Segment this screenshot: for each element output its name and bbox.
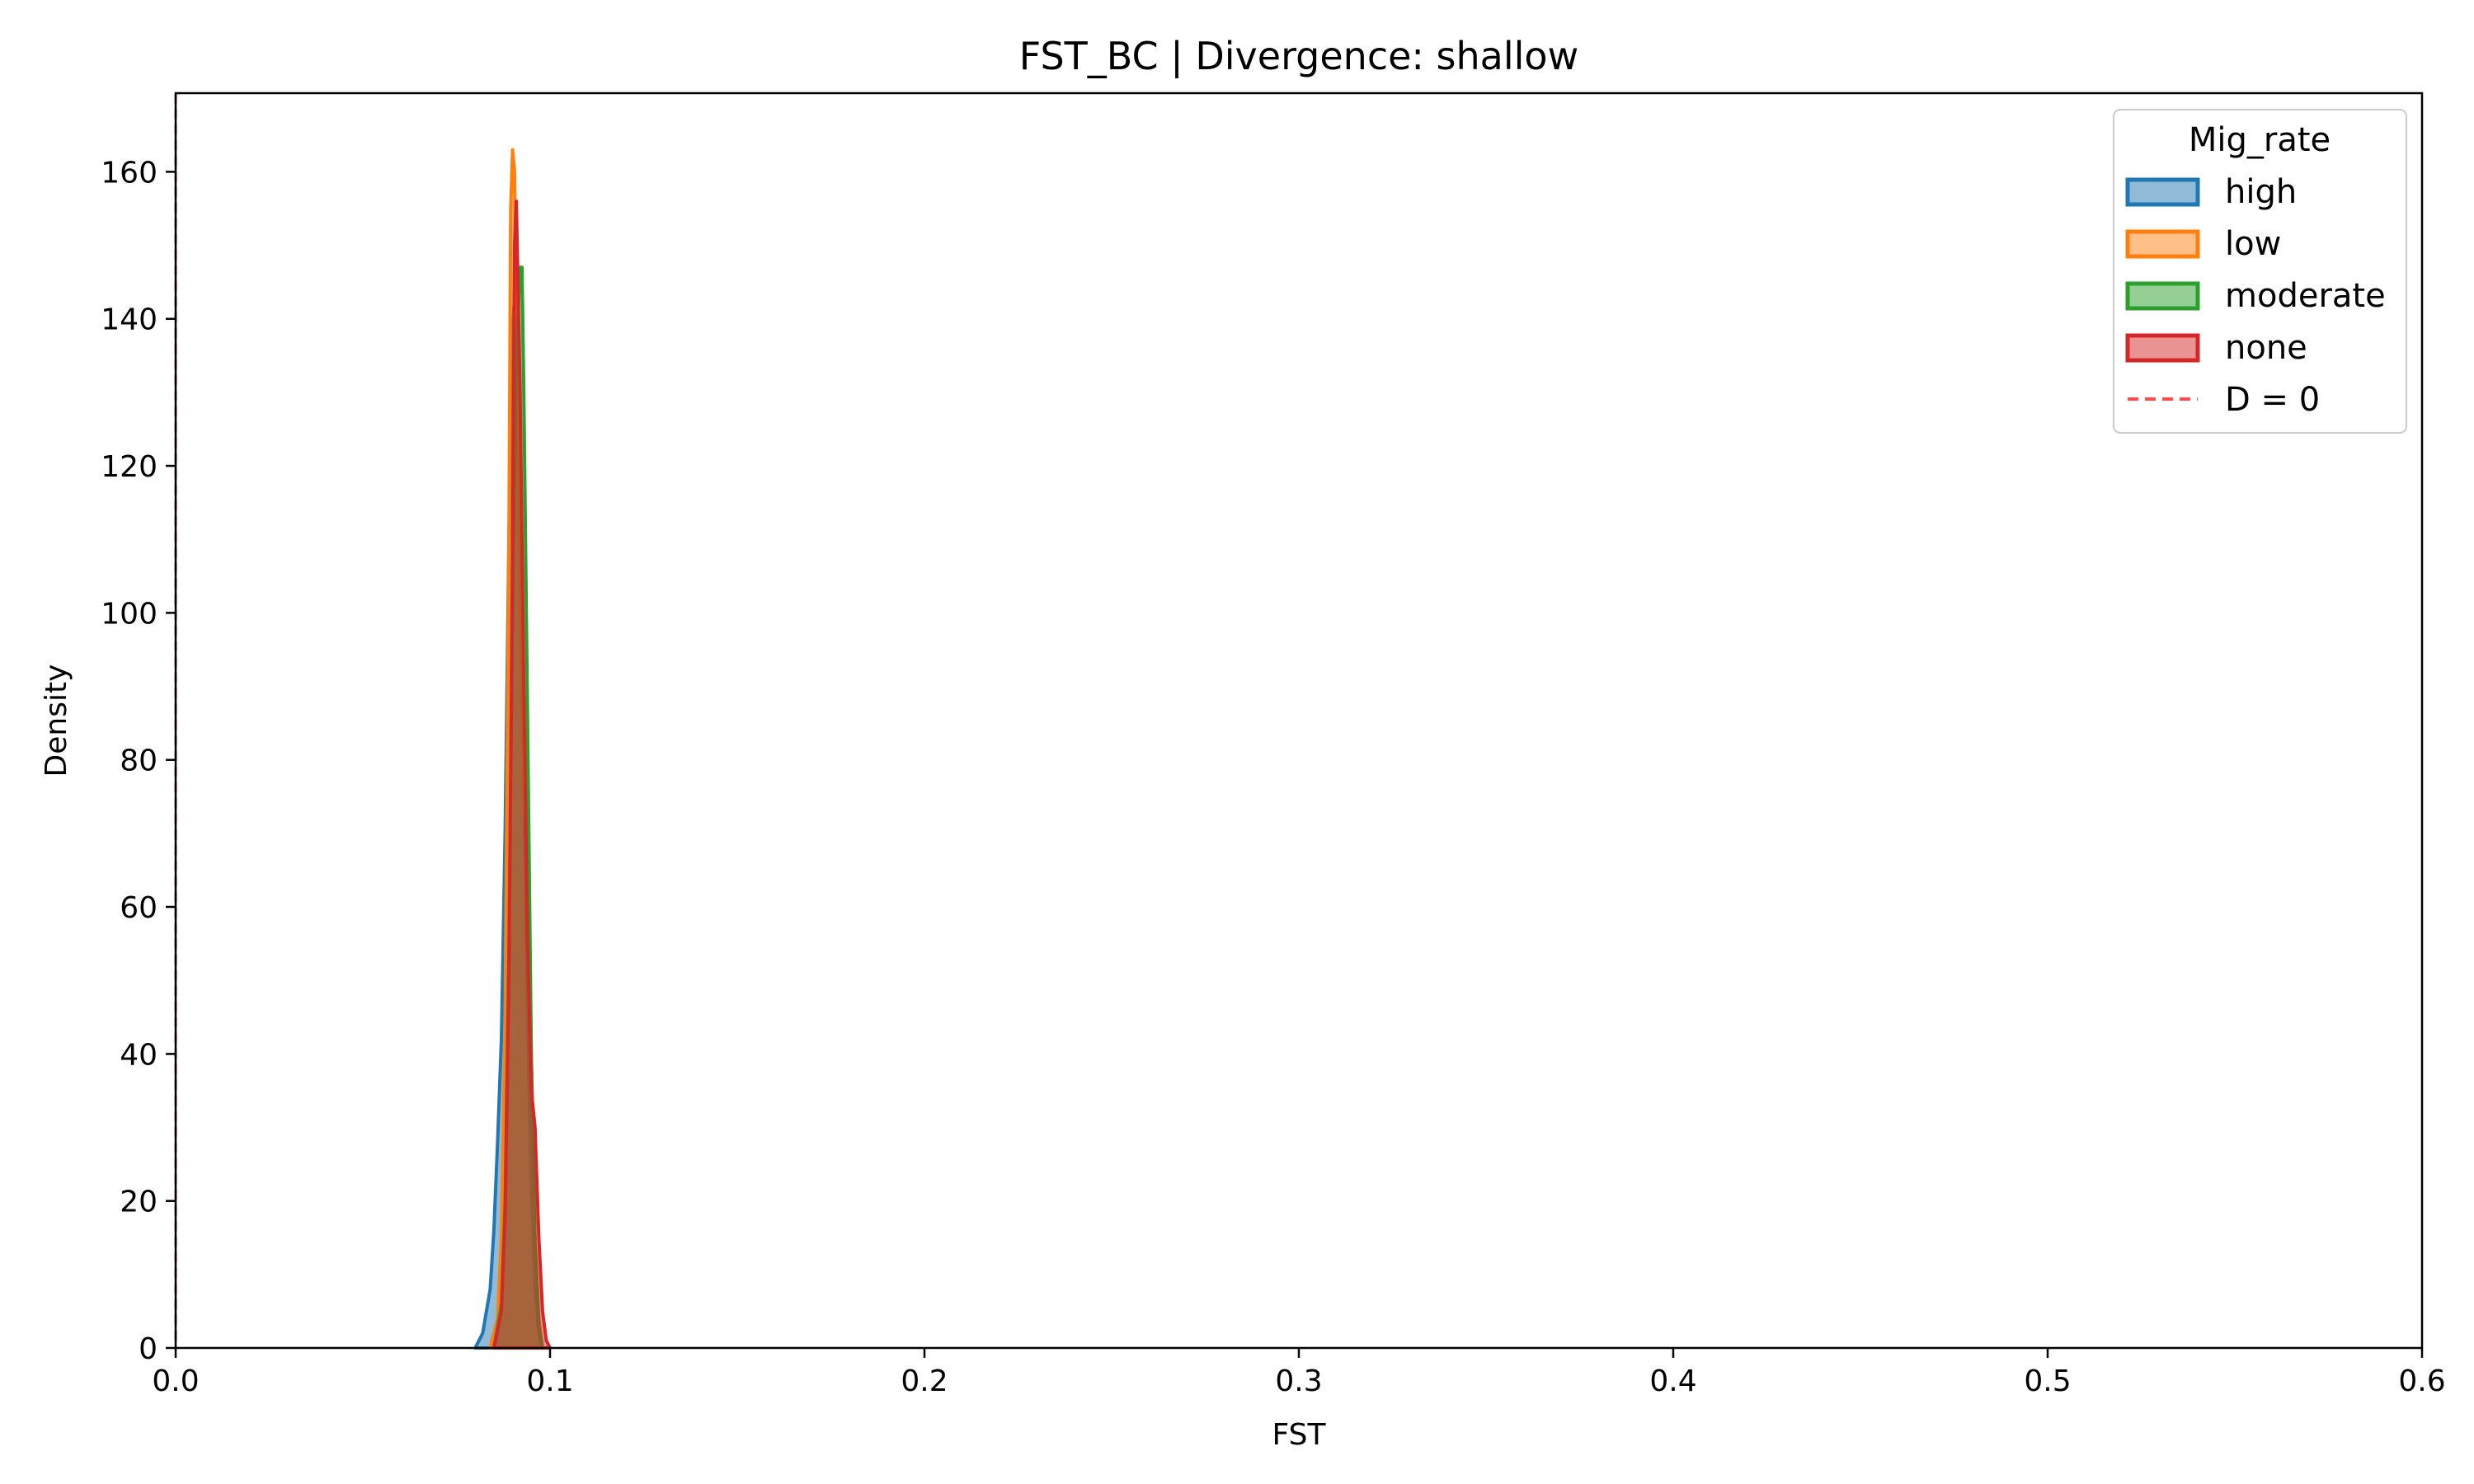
y-tick-label: 120 (101, 450, 158, 484)
y-axis-label: Density (40, 665, 73, 777)
legend-label-moderate: moderate (2225, 277, 2386, 315)
chart-title: FST_BC | Divergence: shallow (1019, 34, 1578, 79)
y-tick-label: 160 (101, 156, 158, 190)
x-tick-label: 0.0 (152, 1364, 199, 1398)
density-area-none (492, 200, 552, 1350)
legend-swatch-low (2125, 229, 2200, 259)
x-tick-label: 0.2 (901, 1364, 948, 1398)
legend-label-d0: D = 0 (2225, 381, 2320, 419)
legend-title: Mig_rate (2189, 121, 2331, 159)
legend-label-none: none (2225, 329, 2307, 367)
x-axis-ticks: 0.0 0.1 0.2 0.3 0.4 0.5 0.6 (152, 1348, 2446, 1398)
y-axis-ticks: 0 20 40 60 80 100 120 140 160 (101, 156, 176, 1366)
x-tick-label: 0.6 (2398, 1364, 2445, 1398)
y-tick-label: 40 (120, 1038, 158, 1072)
y-tick-label: 20 (120, 1186, 158, 1219)
y-tick-label: 140 (101, 303, 158, 337)
x-tick-label: 0.5 (2024, 1364, 2071, 1398)
legend-swatch-moderate (2125, 281, 2200, 311)
legend: Mig_rate high low moderate none D = 0 (2113, 109, 2407, 434)
y-tick-label: 80 (120, 744, 158, 778)
x-tick-label: 0.4 (1649, 1364, 1696, 1398)
legend-entries: high low moderate none D = 0 (2125, 173, 2386, 419)
y-tick-label: 60 (120, 891, 158, 925)
legend-swatch-none (2125, 333, 2200, 363)
y-tick-label: 100 (101, 597, 158, 631)
x-tick-label: 0.3 (1275, 1364, 1322, 1398)
legend-label-high: high (2225, 173, 2297, 211)
legend-swatch-high (2125, 177, 2200, 207)
x-axis-label: FST (1272, 1418, 1327, 1452)
y-tick-label: 0 (139, 1332, 158, 1366)
series-layer (473, 148, 552, 1350)
legend-label-low: low (2225, 225, 2281, 263)
x-tick-label: 0.1 (526, 1364, 573, 1398)
